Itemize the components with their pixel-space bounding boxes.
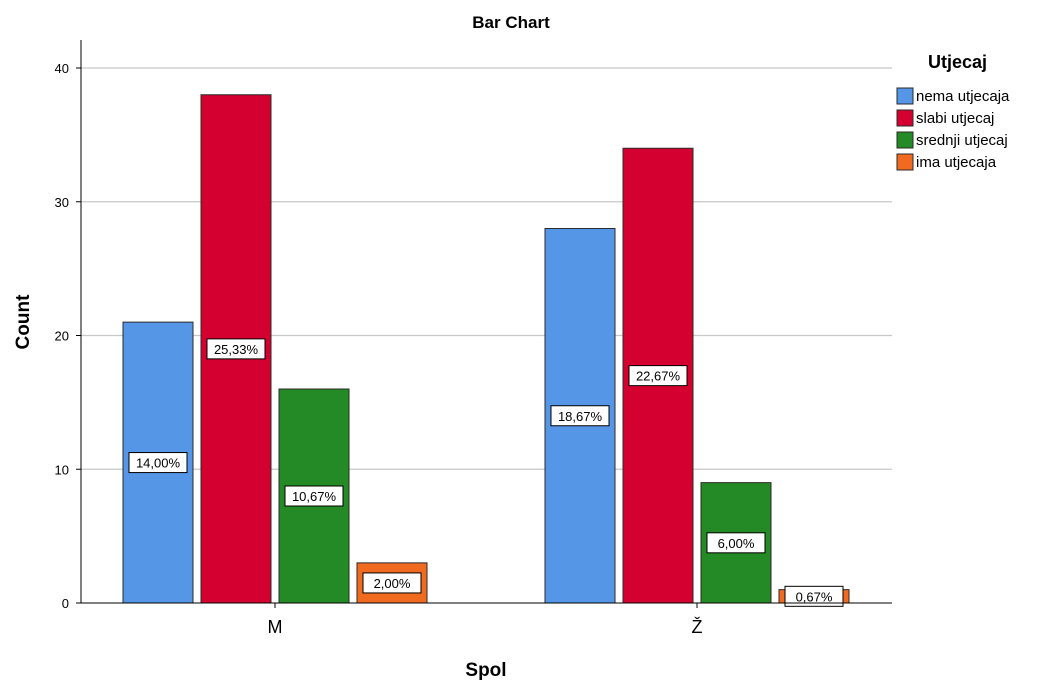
legend-swatch <box>896 131 914 149</box>
data-label-box <box>362 572 422 594</box>
x-axis-title: Spol <box>465 660 506 681</box>
y-ticks: 0 10 20 30 40 <box>55 61 81 611</box>
data-label-box <box>284 485 344 507</box>
legend-swatch <box>896 109 914 127</box>
data-labels: 14,00% 18,67% 25,33% 22,67% 10,67% 6,00% 2,00%… <box>128 338 844 607</box>
y-tick-label: 0 <box>62 596 69 611</box>
legend-label: ima utjecaja <box>916 154 997 171</box>
legend-label: srednji utjecaj <box>916 132 1008 149</box>
data-label-box <box>550 405 610 427</box>
data-label-text: 0,67% <box>796 589 833 604</box>
legend-swatch <box>896 87 914 105</box>
y-tick-label: 20 <box>55 329 69 344</box>
legend-label: nema utjecaja <box>916 88 1010 105</box>
data-label-box <box>628 365 688 387</box>
data-label-text: 25,33% <box>214 342 259 357</box>
data-label-text: 14,00% <box>136 456 181 471</box>
data-label-text: 22,67% <box>636 369 681 384</box>
x-tick-label: Ž <box>692 617 703 637</box>
y-tick-label: 40 <box>55 61 69 76</box>
x-tick-label: M <box>268 617 283 637</box>
data-label: 22,67% <box>628 365 688 387</box>
data-label: 14,00% <box>128 452 188 474</box>
legend-swatch <box>896 153 914 171</box>
data-label: 10,67% <box>284 485 344 507</box>
data-label-text: 10,67% <box>292 489 337 504</box>
data-label-box <box>706 532 766 554</box>
data-label: 18,67% <box>550 405 610 427</box>
data-label-text: 2,00% <box>374 576 411 591</box>
data-label-box <box>206 338 266 360</box>
data-label: 0,67% <box>784 585 844 607</box>
y-tick-label: 10 <box>55 462 69 477</box>
data-label-text: 6,00% <box>718 536 755 551</box>
data-label-text: 18,67% <box>558 409 603 424</box>
legend: Utjecaj nema utjecaja slabi utjecaj srednj… <box>896 52 1010 171</box>
data-label-box <box>128 452 188 474</box>
data-label: 6,00% <box>706 532 766 554</box>
y-tick-label: 30 <box>55 195 69 210</box>
legend-label: slabi utjecaj <box>916 110 994 127</box>
chart-title: Bar Chart <box>472 13 550 32</box>
y-axis-title: Count <box>13 294 34 350</box>
data-label-box <box>784 585 844 607</box>
legend-title: Utjecaj <box>928 52 987 72</box>
data-label: 2,00% <box>362 572 422 594</box>
data-label: 25,33% <box>206 338 266 360</box>
